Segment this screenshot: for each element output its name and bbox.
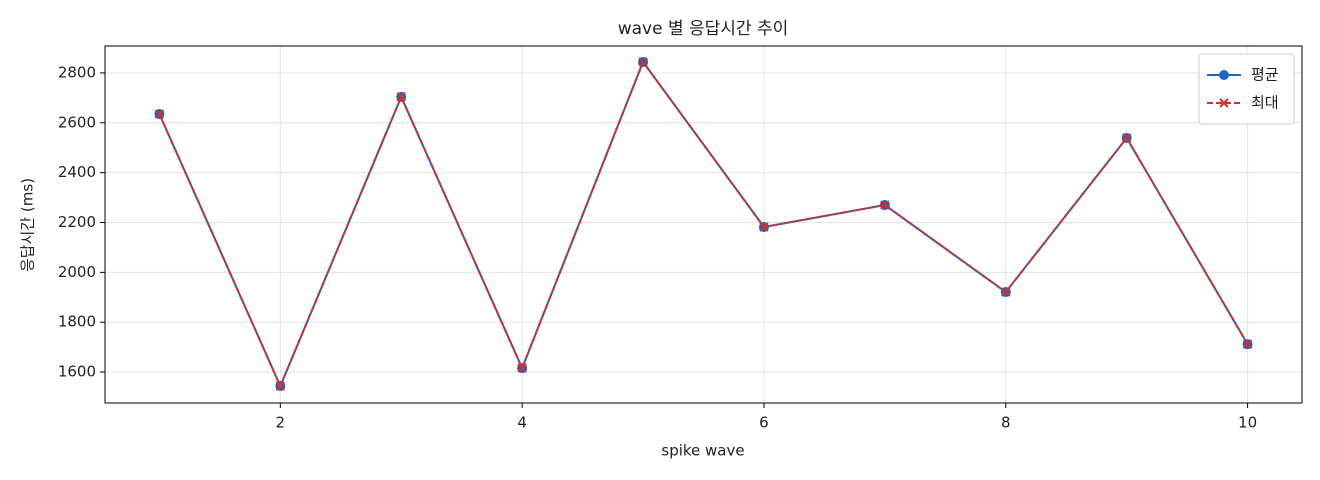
- marker: [396, 92, 406, 102]
- plot-frame: [104, 45, 1303, 404]
- marker-x: [275, 381, 286, 391]
- y-tick-label: 2000: [58, 263, 96, 281]
- legend-label: 최대: [1251, 94, 1279, 112]
- x-axis-label: spike wave: [661, 442, 744, 460]
- marker: [275, 381, 286, 391]
- y-tick-label: 2800: [58, 63, 96, 81]
- marker: [154, 109, 165, 119]
- y-tick-label: 1600: [58, 363, 96, 381]
- y-tick-label: 2600: [58, 113, 96, 131]
- series-line: [158, 59, 1249, 389]
- marker-x: [759, 222, 769, 232]
- y-tick-label: 1800: [58, 313, 96, 331]
- marker: [1242, 339, 1253, 349]
- marker-x: [638, 57, 648, 67]
- marker: [1219, 98, 1229, 108]
- marker-x: [517, 363, 527, 373]
- y-tick-label: 2200: [58, 213, 96, 231]
- y-tick-label: 2400: [58, 163, 96, 181]
- marker: [880, 200, 890, 210]
- x-tick-label: 6: [759, 414, 769, 432]
- marker-x: [396, 92, 406, 102]
- marker-x: [1001, 287, 1011, 297]
- marker-x: [1219, 98, 1229, 108]
- marker: [759, 222, 769, 232]
- marker-x: [1121, 133, 1132, 143]
- y-axis-label: 응답시간 (ms): [19, 178, 37, 272]
- marker: [517, 363, 527, 373]
- marker: [638, 57, 648, 67]
- marker-x: [1242, 339, 1253, 349]
- marker-x: [880, 200, 890, 210]
- chart-title: wave 별 응답시간 추이: [618, 19, 789, 39]
- x-tick-label: 8: [1001, 414, 1011, 432]
- x-tick-label: 2: [276, 414, 286, 432]
- legend-label: 평균: [1251, 66, 1279, 84]
- marker: [1001, 287, 1011, 297]
- series-line: [158, 59, 1249, 389]
- marker: [1219, 70, 1229, 80]
- legend-box: [1198, 53, 1295, 125]
- x-tick-label: 4: [517, 414, 527, 432]
- x-tick-label: 10: [1238, 414, 1257, 432]
- marker: [1121, 133, 1132, 143]
- marker-x: [154, 109, 165, 119]
